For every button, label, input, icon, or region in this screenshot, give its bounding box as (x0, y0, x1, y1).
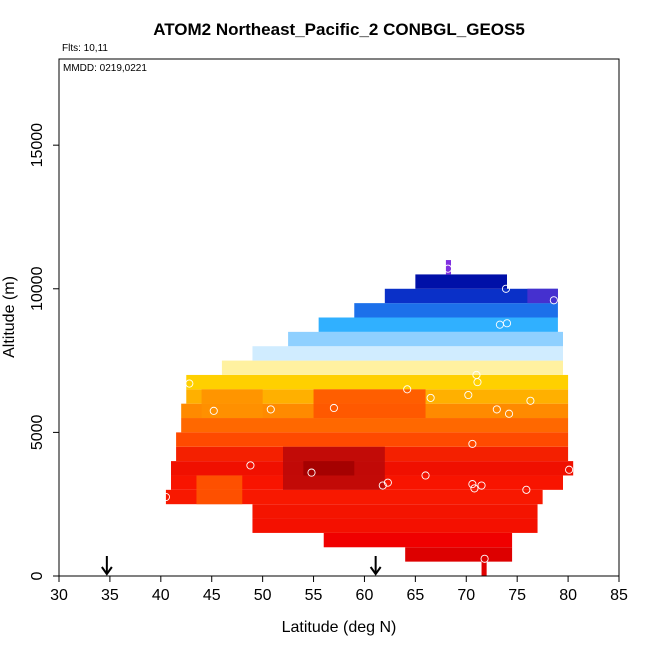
observation-point (443, 264, 452, 273)
observation-point (468, 480, 477, 489)
flight-arrow (369, 556, 382, 576)
y-tick-label: 0 (29, 571, 46, 580)
observation-point (477, 481, 486, 490)
flight-arrow (101, 556, 113, 576)
observation-point (470, 484, 479, 493)
observation-points (161, 264, 574, 563)
observation-point (403, 385, 412, 394)
heatmap-cell (252, 504, 538, 519)
heatmap-hot-spot (527, 288, 558, 304)
observation-point (329, 403, 338, 413)
x-axis-label: Latitude (deg N) (282, 619, 397, 636)
heatmap-cell (323, 532, 513, 548)
heatmap-cell (384, 288, 558, 304)
y-tick-label: 5000 (29, 414, 46, 450)
heatmap-cell (405, 547, 513, 562)
heatmap-cell (354, 303, 558, 318)
heatmap-hot-spot (201, 389, 263, 419)
heatmap-cell (221, 360, 563, 375)
x-tick-label: 35 (101, 587, 119, 604)
observation-point (522, 485, 531, 494)
heatmap-cell (481, 561, 487, 576)
heatmap-cell (186, 374, 569, 390)
x-tick-label: 45 (203, 587, 221, 604)
observation-point (209, 406, 218, 415)
observation-point (185, 379, 194, 388)
flight-arrows (101, 556, 382, 576)
chart-title: ATOM2 Northeast_Pacific_2 CONBGL_GEOS5 (153, 20, 525, 39)
y-tick-label: 10000 (29, 266, 46, 311)
heatmap-hot-spots (196, 288, 558, 505)
observation-point (383, 478, 392, 487)
x-tick-label: 70 (457, 587, 475, 604)
observation-point (549, 296, 558, 305)
x-tick-label: 50 (254, 587, 272, 604)
heatmap-cell (181, 418, 569, 433)
x-tick-label: 85 (610, 587, 628, 604)
observation-point (504, 409, 514, 418)
observation-point (307, 468, 316, 477)
x-tick-label: 75 (508, 587, 526, 604)
y-axis: 0 5000 10000 15000 (29, 123, 60, 580)
x-tick-label: 30 (50, 587, 68, 604)
x-tick-label: 40 (152, 587, 170, 604)
observation-point (526, 396, 535, 405)
x-tick-label: 55 (305, 587, 323, 604)
heatmap-cells (165, 260, 574, 576)
heatmap-cell (318, 317, 558, 332)
observation-point (565, 465, 574, 474)
x-tick-label: 65 (406, 587, 424, 604)
x-tick-label: 80 (559, 587, 577, 604)
observation-point (426, 393, 435, 402)
heatmap-cell (415, 274, 507, 289)
flights-note: Flts: 10,11 (62, 43, 108, 54)
heatmap-cell (176, 432, 569, 447)
heatmap-cell (165, 489, 543, 505)
x-axis: 30 35 40 45 50 55 60 65 70 75 80 85 (50, 575, 628, 604)
observation-point (421, 471, 430, 480)
observation-point (266, 405, 275, 414)
heatmap-hot-spot (313, 389, 426, 419)
observation-point (480, 554, 489, 563)
heatmap-cell (252, 518, 538, 533)
y-axis-label: Altitude (m) (1, 276, 18, 358)
observation-point (464, 390, 473, 400)
heatmap-cell (252, 346, 564, 361)
observation-point (501, 284, 511, 293)
y-tick-label: 15000 (29, 123, 46, 168)
x-tick-label: 60 (356, 587, 374, 604)
observation-point (161, 492, 170, 502)
observation-point (473, 378, 482, 387)
observation-point (468, 439, 477, 448)
observation-point (246, 461, 255, 470)
heatmap-hot-spot (196, 475, 243, 505)
heatmap-cell (288, 331, 563, 347)
observation-point (492, 405, 501, 414)
date-note: MMDD: 0219,0221 (63, 63, 147, 74)
observation-point (502, 319, 512, 328)
heatmap-cell (445, 260, 451, 275)
heatmap-hot-spot (303, 461, 355, 476)
observation-point (378, 481, 387, 490)
